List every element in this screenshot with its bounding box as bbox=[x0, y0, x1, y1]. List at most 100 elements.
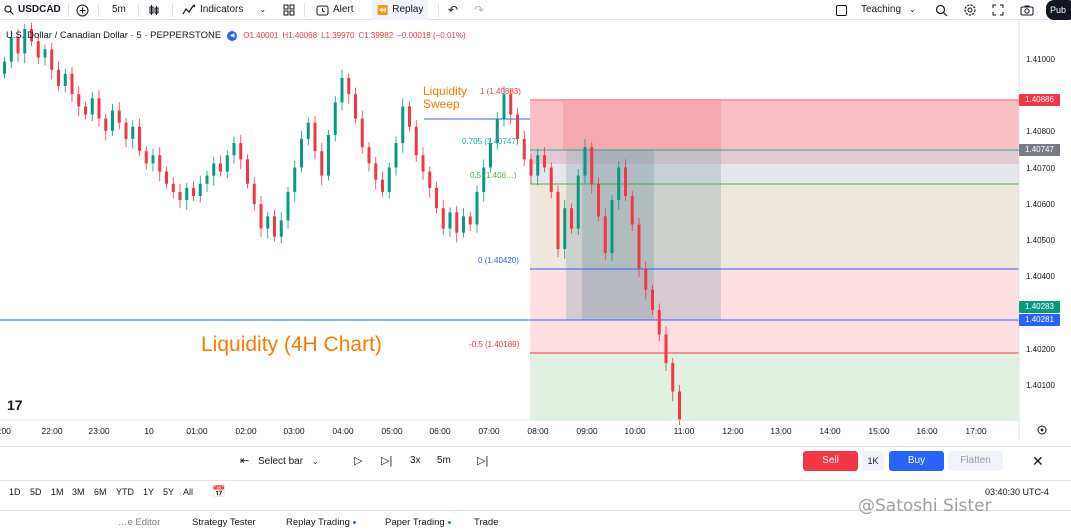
close-replay-button[interactable]: ✕ bbox=[1032, 451, 1044, 471]
quick-search-button[interactable] bbox=[935, 0, 948, 20]
symbol-search[interactable]: USDCAD bbox=[4, 0, 61, 20]
publish-button[interactable]: Pub bbox=[1046, 0, 1071, 20]
replay-button[interactable]: ⏪ Replay bbox=[372, 0, 429, 20]
candle-body bbox=[124, 122, 128, 139]
time-tick: 10 bbox=[144, 426, 154, 436]
time-tick: :00 bbox=[0, 426, 11, 436]
candle-body bbox=[340, 77, 344, 103]
tab-pine-editor[interactable]: …e Editor bbox=[118, 517, 161, 528]
tab-strategy-tester[interactable]: Strategy Tester bbox=[192, 517, 256, 528]
buy-button[interactable]: Buy bbox=[889, 451, 944, 471]
fullscreen-icon bbox=[992, 4, 1004, 16]
liquidity-sweep-line2: Sweep bbox=[423, 97, 460, 111]
candle-body bbox=[239, 143, 243, 160]
interval-button[interactable]: 5m bbox=[112, 0, 126, 20]
time-tick: 05:00 bbox=[381, 426, 403, 436]
tab-replay-trading[interactable]: Replay Trading bbox=[286, 517, 356, 528]
candle-body bbox=[57, 69, 60, 87]
candle-body bbox=[138, 126, 141, 152]
watermark: @Satoshi Sister bbox=[858, 496, 992, 516]
candle-body bbox=[313, 122, 317, 152]
candle-body bbox=[77, 94, 81, 107]
tab-paper-trading[interactable]: Paper Trading bbox=[385, 517, 451, 528]
candles-group bbox=[3, 22, 681, 425]
time-tick: 01:00 bbox=[186, 426, 208, 436]
legend-high: H1.40068 bbox=[282, 31, 318, 40]
candle-body bbox=[630, 195, 634, 225]
range-1y[interactable]: 1Y bbox=[143, 487, 155, 497]
candle-body bbox=[158, 155, 162, 172]
alert-label: Alert bbox=[333, 4, 354, 15]
price-tick: 1.40400 bbox=[1026, 272, 1055, 281]
time-tick: 14:00 bbox=[819, 426, 841, 436]
chart-type-button[interactable] bbox=[148, 0, 160, 20]
indicators-icon bbox=[182, 4, 196, 15]
chart-canvas[interactable]: 17 bbox=[0, 21, 1071, 440]
select-bar-button[interactable]: ⇤ Select bar ⌄ bbox=[240, 451, 319, 471]
time-tick: 08:00 bbox=[527, 426, 549, 436]
time-tick: 11:00 bbox=[673, 426, 695, 436]
range-6m[interactable]: 6M bbox=[94, 487, 107, 497]
close-icon: ✕ bbox=[1032, 453, 1044, 469]
replay-interval-button[interactable]: 5m bbox=[437, 455, 451, 466]
indicators-button[interactable]: Indicators ⌄ bbox=[182, 0, 266, 20]
candle-body bbox=[185, 187, 189, 201]
logo-badge: ◀ bbox=[227, 30, 238, 41]
teaching-label: Teaching bbox=[861, 4, 902, 15]
layouts-button[interactable] bbox=[283, 0, 295, 20]
liquidity-4h-annotation[interactable]: Liquidity (4H Chart) bbox=[201, 333, 382, 356]
snapshot-button[interactable] bbox=[1020, 0, 1034, 20]
zone-ote-upper bbox=[530, 150, 1019, 184]
redo-button[interactable]: ↷ bbox=[474, 0, 484, 20]
legend-open: O1.40001 bbox=[243, 31, 279, 40]
axis-settings-icon[interactable] bbox=[1037, 425, 1047, 435]
range-ytd[interactable]: YTD bbox=[116, 487, 134, 497]
tab-trade[interactable]: Trade bbox=[474, 517, 499, 528]
sell-button[interactable]: Sell bbox=[803, 451, 858, 471]
candle-body bbox=[408, 106, 411, 127]
flatten-button[interactable]: Flatten bbox=[948, 451, 1003, 471]
play-button[interactable]: ▷ bbox=[354, 451, 362, 471]
date-range-button[interactable]: 📅 bbox=[212, 485, 226, 498]
range-5y[interactable]: 5Y bbox=[163, 487, 175, 497]
price-tag-sweep-high: 1.40886 bbox=[1019, 94, 1060, 106]
range-5d[interactable]: 5D bbox=[30, 487, 42, 497]
candle-body bbox=[644, 269, 648, 290]
settings-button[interactable] bbox=[963, 0, 977, 20]
chevron-down-icon: ⌄ bbox=[259, 5, 267, 14]
liquidity-sweep-annotation[interactable]: Liquidity Sweep bbox=[423, 85, 467, 111]
range-all[interactable]: All bbox=[183, 487, 194, 497]
range-1d[interactable]: 1D bbox=[9, 487, 21, 497]
teaching-toggle[interactable]: Teaching ⌄ bbox=[836, 0, 916, 20]
grid-icon bbox=[283, 4, 295, 16]
undo-button[interactable]: ↶ bbox=[448, 0, 458, 20]
select-bar-icon: ⇤ bbox=[240, 455, 250, 467]
time-tick: 04:00 bbox=[332, 426, 354, 436]
range-3m[interactable]: 3M bbox=[72, 487, 85, 497]
candle-body bbox=[300, 138, 303, 168]
candle-body bbox=[536, 155, 540, 176]
candle-body bbox=[165, 171, 168, 184]
candle-body bbox=[205, 175, 209, 184]
candle-body bbox=[144, 151, 148, 164]
compare-button[interactable] bbox=[76, 0, 89, 20]
range-1m[interactable]: 1M bbox=[51, 487, 64, 497]
candle-body bbox=[84, 106, 87, 115]
clock[interactable]: 03:40:30 UTC-4 bbox=[985, 487, 1050, 497]
candle-body bbox=[583, 147, 587, 176]
candle-body bbox=[63, 73, 67, 87]
quantity-button[interactable]: 1K bbox=[862, 451, 884, 471]
step-forward-button[interactable]: ▷| bbox=[381, 451, 392, 471]
redo-icon: ↷ bbox=[474, 3, 485, 17]
candle-body bbox=[198, 183, 202, 196]
price-tick: 1.40500 bbox=[1026, 236, 1055, 245]
fullscreen-button[interactable] bbox=[992, 0, 1004, 20]
speed-button[interactable]: 3x bbox=[410, 455, 421, 466]
tradingview-logo: 17 bbox=[7, 397, 23, 413]
alert-button[interactable]: Alert bbox=[316, 0, 354, 20]
jump-to-realtime-button[interactable]: ▷| bbox=[477, 451, 488, 471]
candle-body bbox=[192, 187, 195, 196]
calendar-icon: 📅 bbox=[212, 486, 226, 498]
candle-body bbox=[219, 163, 222, 172]
rewind-icon: ⏪ bbox=[377, 5, 389, 15]
